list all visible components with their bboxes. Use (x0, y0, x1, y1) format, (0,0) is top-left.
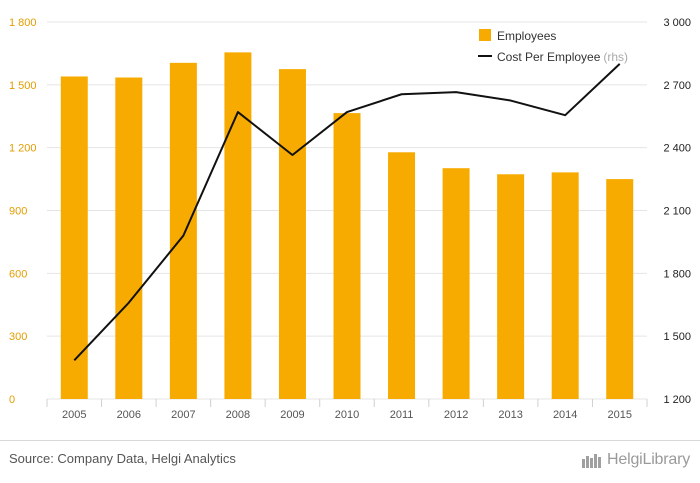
left-y-axis: 0 300 600 900 1 200 1 500 1 800 (9, 17, 37, 406)
left-tick-label: 0 (9, 394, 15, 406)
left-tick-label: 600 (9, 268, 27, 280)
footer-divider (0, 440, 700, 441)
x-tick-label: 2013 (498, 409, 522, 421)
legend: Employees Cost Per Employee (rhs) (478, 29, 628, 64)
employees-bar (278, 69, 306, 399)
employees-bars (60, 52, 634, 399)
x-tick-label: 2008 (226, 409, 250, 421)
right-tick-label: 1 500 (663, 331, 691, 343)
brand-name: HelgiLibrary (607, 451, 690, 468)
employees-bar (115, 77, 143, 399)
employees-bar (606, 179, 634, 399)
legend-cost-suffix: (rhs) (603, 50, 628, 64)
right-tick-label: 1 200 (663, 394, 691, 406)
employees-bar (442, 168, 470, 399)
x-tick-label: 2012 (444, 409, 468, 421)
x-tick-label: 2007 (171, 409, 195, 421)
x-tick-label: 2009 (280, 409, 304, 421)
helgi-library-logo-icon (582, 454, 602, 468)
x-tick-label: 2010 (335, 409, 359, 421)
combo-chart: 0 300 600 900 1 200 1 500 1 800 1 200 1 500 1 80… (9, 17, 691, 421)
right-tick-label: 1 800 (663, 268, 691, 280)
left-tick-label: 1 500 (9, 80, 37, 92)
right-tick-label: 2 400 (663, 143, 691, 155)
x-tick-label: 2006 (117, 409, 141, 421)
x-tick-label: 2014 (553, 409, 577, 421)
employees-bar (497, 174, 525, 399)
footer: Source: Company Data, Helgi Analytics He… (0, 440, 700, 483)
right-tick-label: 2 700 (663, 80, 691, 92)
left-tick-label: 1 200 (9, 143, 37, 155)
legend-employees-swatch (479, 29, 491, 41)
right-y-axis: 1 200 1 500 1 800 2 100 2 400 2 700 3 000 (663, 17, 691, 406)
source-note: Source: Company Data, Helgi Analytics (9, 451, 236, 466)
employees-bar (60, 76, 88, 399)
brand[interactable]: HelgiLibrary (581, 449, 690, 471)
left-tick-label: 300 (9, 331, 27, 343)
employees-bar (388, 152, 416, 399)
legend-employees-label: Employees (497, 29, 556, 43)
legend-cost-name: Cost Per Employee (497, 50, 601, 64)
employees-bar (224, 52, 252, 399)
employees-bar (169, 62, 197, 399)
legend-cost-label: Cost Per Employee (rhs) (497, 50, 628, 64)
cost-per-employee-line (73, 63, 621, 361)
left-tick-label: 1 800 (9, 17, 37, 29)
x-tick-label: 2015 (607, 409, 631, 421)
x-tick-label: 2005 (62, 409, 86, 421)
employees-bar (333, 113, 361, 399)
left-tick-label: 900 (9, 206, 27, 218)
x-tick-label: 2011 (390, 409, 414, 421)
employees-bar (551, 172, 579, 399)
right-tick-label: 2 100 (663, 206, 691, 218)
right-tick-label: 3 000 (663, 17, 691, 29)
x-axis: 2005 2006 2007 2008 2009 2010 2011 2012 2013 2014… (46, 399, 648, 421)
